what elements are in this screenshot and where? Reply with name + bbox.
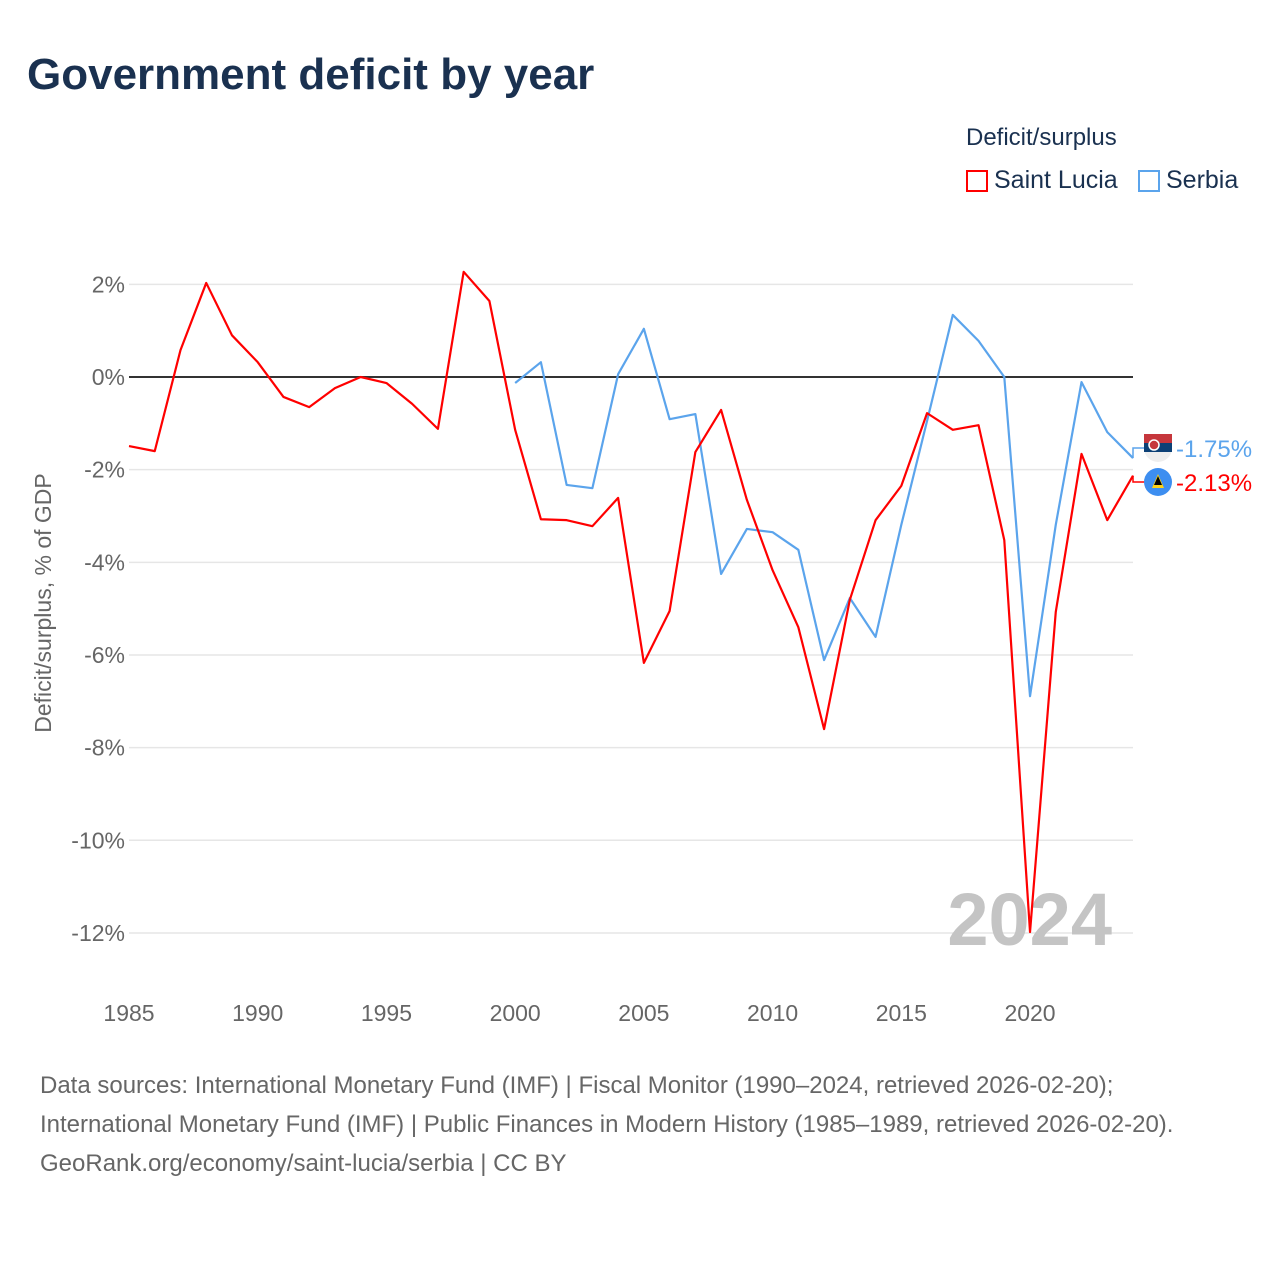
series-line-serbia xyxy=(514,313,1134,698)
y-tick-label: 0% xyxy=(92,364,125,390)
credit-link[interactable]: GeoRank.org/economy/saint-lucia/serbia |… xyxy=(40,1150,567,1177)
flag-triangle xyxy=(1154,476,1162,485)
end-label-connector xyxy=(1132,447,1145,459)
y-tick-label: -8% xyxy=(84,735,125,761)
x-tick-label: 1985 xyxy=(103,1000,154,1026)
end-value-label: -1.75% xyxy=(1176,436,1252,463)
chart-title: Government deficit by year xyxy=(27,50,595,99)
legend-label: Serbia xyxy=(1166,166,1239,194)
data-sources: Data sources: International Monetary Fun… xyxy=(40,1072,1174,1138)
series-line-saint-lucia xyxy=(128,270,1134,934)
x-tick-label: 2010 xyxy=(747,1000,798,1026)
y-tick-label: -2% xyxy=(84,457,125,483)
flag-emblem xyxy=(1148,439,1160,451)
end-label-connector xyxy=(1132,475,1145,483)
footer: Data sources: International Monetary Fun… xyxy=(40,1066,1240,1183)
line-chart: 2% 0% -2% -4% -6% -8% -10% -12% 1985 1990 1995 2000… xyxy=(30,270,1252,1026)
y-tick-label: -4% xyxy=(84,549,125,575)
x-tick-label: 1990 xyxy=(232,1000,283,1026)
y-tick-label: -10% xyxy=(71,827,125,853)
end-value-label: -2.13% xyxy=(1176,470,1252,497)
legend-item-saint-lucia[interactable]: Saint Lucia xyxy=(966,166,1118,195)
legend-swatch xyxy=(966,169,988,192)
y-tick-label: -6% xyxy=(84,642,125,668)
x-tick-label: 1995 xyxy=(361,1000,412,1026)
legend-title: Deficit/surplus xyxy=(966,124,1117,151)
y-tick-label: 2% xyxy=(92,271,125,297)
flag-stripe xyxy=(1144,434,1172,443)
y-axis-label: Deficit/surplus, % of GDP xyxy=(30,473,56,732)
legend-swatch xyxy=(1138,169,1160,192)
x-tick-label: 2015 xyxy=(876,1000,927,1026)
x-tick-label: 2000 xyxy=(490,1000,541,1026)
x-tick-label: 2005 xyxy=(618,1000,669,1026)
legend-label: Saint Lucia xyxy=(994,166,1118,194)
legend-item-serbia[interactable]: Serbia xyxy=(1138,166,1238,195)
x-tick-label: 2020 xyxy=(1004,1000,1055,1026)
y-tick-label: -12% xyxy=(71,920,125,946)
